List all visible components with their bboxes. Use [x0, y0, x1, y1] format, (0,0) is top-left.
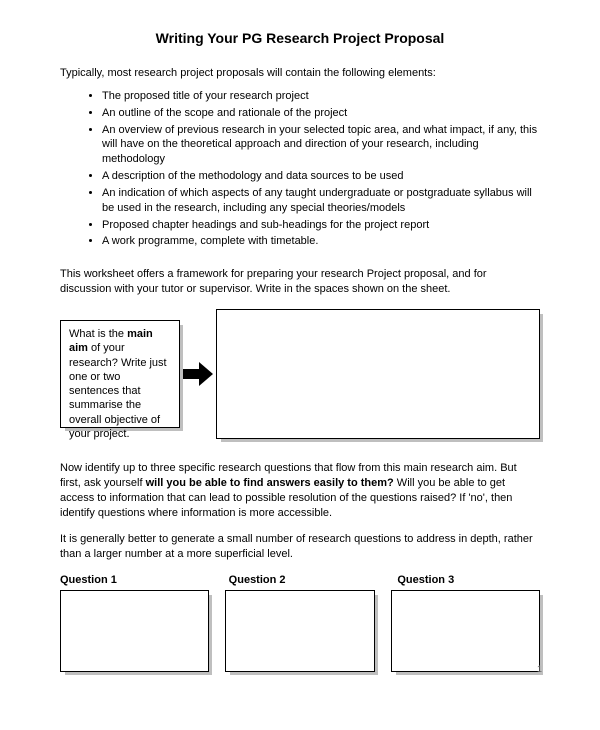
- question-1-box[interactable]: [60, 590, 209, 672]
- framework-paragraph: This worksheet offers a framework for pr…: [60, 267, 540, 297]
- list-item: A work programme, complete with timetabl…: [102, 234, 540, 249]
- question-label: Question 2: [229, 574, 372, 586]
- list-item: The proposed title of your research proj…: [102, 89, 540, 104]
- questions-intro-paragraph: Now identify up to three specific resear…: [60, 461, 540, 520]
- aim-answer-box[interactable]: [216, 309, 540, 439]
- question-headers: Question 1 Question 2 Question 3: [60, 574, 540, 586]
- aim-prompt-box: What is the main aim of your research? W…: [60, 320, 180, 428]
- main-aim-section: What is the main aim of your research? W…: [60, 309, 540, 439]
- list-item: An outline of the scope and rationale of…: [102, 106, 540, 121]
- question-2-box[interactable]: [225, 590, 374, 672]
- intro-paragraph: Typically, most research project proposa…: [60, 66, 540, 81]
- question-label: Question 1: [60, 574, 203, 586]
- elements-list: The proposed title of your research proj…: [60, 89, 540, 249]
- depth-paragraph: It is generally better to generate a sma…: [60, 532, 540, 562]
- list-item: Proposed chapter headings and sub-headin…: [102, 218, 540, 233]
- aim-prompt-text-pre: What is the: [69, 328, 127, 340]
- arrow-icon: [180, 360, 216, 388]
- questions-intro-bold: will you be able to find answers easily …: [146, 477, 394, 489]
- question-3-box[interactable]: [391, 590, 540, 672]
- list-item: An overview of previous research in your…: [102, 123, 540, 168]
- aim-prompt-text-post: of your research? Write just one or two …: [69, 342, 167, 440]
- page-title: Writing Your PG Research Project Proposa…: [60, 30, 540, 46]
- question-label: Question 3: [397, 574, 540, 586]
- list-item: A description of the methodology and dat…: [102, 169, 540, 184]
- page-number: 1: [537, 664, 542, 674]
- question-boxes: [60, 590, 540, 672]
- list-item: An indication of which aspects of any ta…: [102, 186, 540, 216]
